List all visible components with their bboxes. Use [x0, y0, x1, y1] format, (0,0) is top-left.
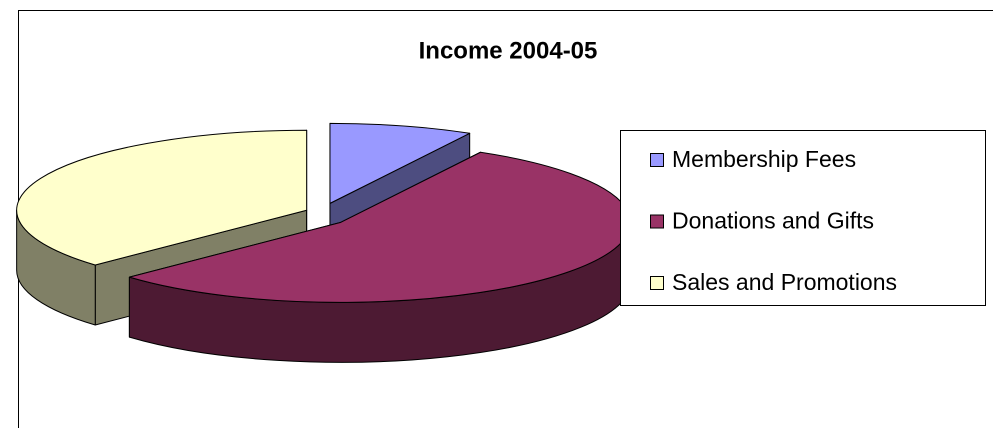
- legend-box: [620, 130, 986, 306]
- slice-top: [128, 151, 632, 303]
- legend-label: Membership Fees: [672, 146, 856, 172]
- chart-title: Income 2004-05: [419, 37, 598, 64]
- legend-swatch: [650, 276, 664, 290]
- slice-top: [329, 122, 471, 204]
- legend-label: Sales and Promotions: [672, 269, 897, 295]
- legend-swatch: [650, 153, 664, 167]
- slice-top: [16, 129, 308, 266]
- legend: Membership Fees Donations and Gifts Sales …: [650, 146, 897, 295]
- pie: [16, 122, 632, 363]
- legend-label: Donations and Gifts: [672, 208, 874, 234]
- legend-swatch: [650, 214, 664, 229]
